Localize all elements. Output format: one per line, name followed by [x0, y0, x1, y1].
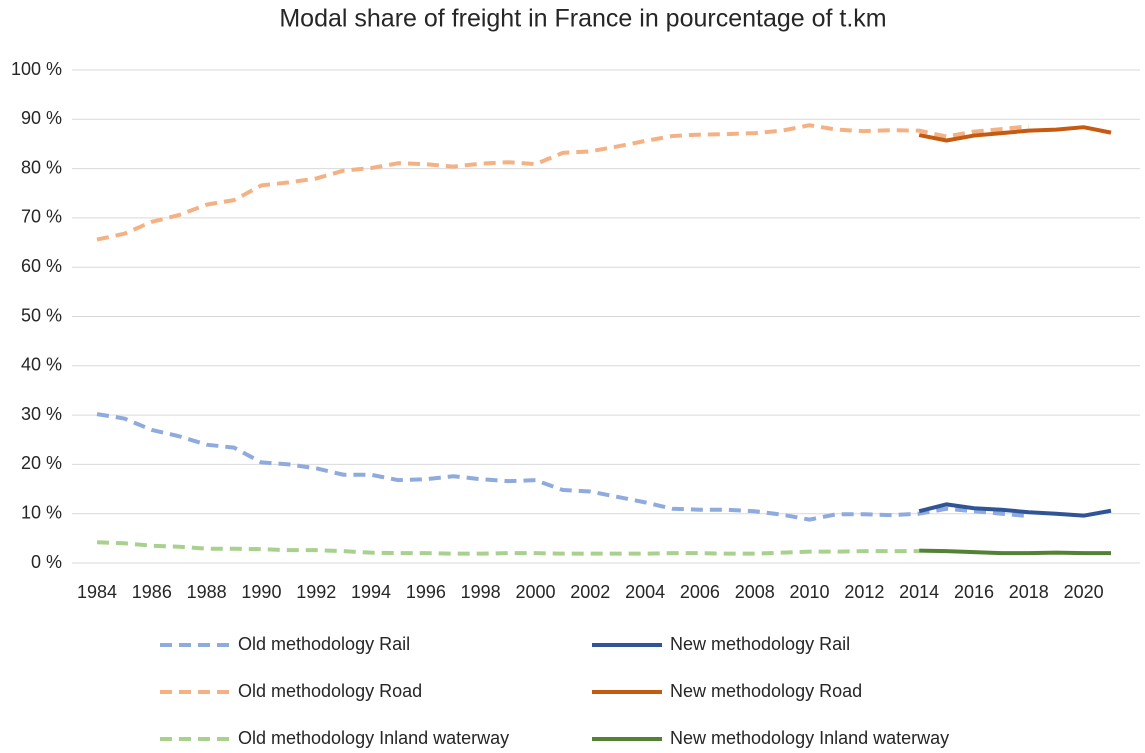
x-tick-label: 1988 — [187, 582, 227, 602]
x-tick-label: 2020 — [1064, 582, 1104, 602]
chart-title: Modal share of freight in France in pour… — [279, 5, 886, 33]
x-tick-label: 2002 — [570, 582, 610, 602]
x-tick-label: 2006 — [680, 582, 720, 602]
y-tick-label: 80 % — [21, 157, 62, 177]
x-tick-label: 1994 — [351, 582, 391, 602]
y-tick-label: 60 % — [21, 256, 62, 276]
legend-label: New methodology Rail — [670, 634, 850, 654]
x-tick-label: 2012 — [844, 582, 884, 602]
series-line — [96, 412, 1029, 522]
series-line — [96, 123, 1029, 242]
x-tick-label: 2018 — [1009, 582, 1049, 602]
legend-label: Old methodology Road — [238, 681, 422, 701]
legend-label: New methodology Inland waterway — [670, 728, 949, 748]
x-tick-label: 2008 — [735, 582, 775, 602]
y-tick-label: 70 % — [21, 207, 62, 227]
series-line — [918, 502, 1112, 518]
x-tick-label: 2016 — [954, 582, 994, 602]
x-tick-label: 1990 — [241, 582, 281, 602]
series-line — [918, 125, 1112, 143]
y-tick-label: 100 % — [11, 59, 62, 79]
x-tick-label: 1996 — [406, 582, 446, 602]
series-line — [96, 540, 920, 556]
x-tick-label: 1998 — [461, 582, 501, 602]
legend-label: Old methodology Rail — [238, 634, 410, 654]
x-tick-label: 2010 — [790, 582, 830, 602]
y-tick-label: 20 % — [21, 453, 62, 473]
x-tick-label: 2014 — [899, 582, 939, 602]
x-tick-label: 1992 — [296, 582, 336, 602]
series-line — [919, 548, 1111, 556]
x-tick-label: 1984 — [77, 582, 117, 602]
y-tick-label: 50 % — [21, 305, 62, 325]
legend-label: New methodology Road — [670, 681, 862, 701]
x-tick-label: 2000 — [515, 582, 555, 602]
x-tick-label: 1986 — [132, 582, 172, 602]
x-tick-label: 2004 — [625, 582, 665, 602]
legend-label: Old methodology Inland waterway — [238, 728, 509, 748]
y-tick-label: 40 % — [21, 355, 62, 375]
y-tick-label: 30 % — [21, 404, 62, 424]
y-tick-label: 10 % — [21, 502, 62, 522]
y-tick-label: 90 % — [21, 108, 62, 128]
y-tick-label: 0 % — [31, 552, 62, 572]
